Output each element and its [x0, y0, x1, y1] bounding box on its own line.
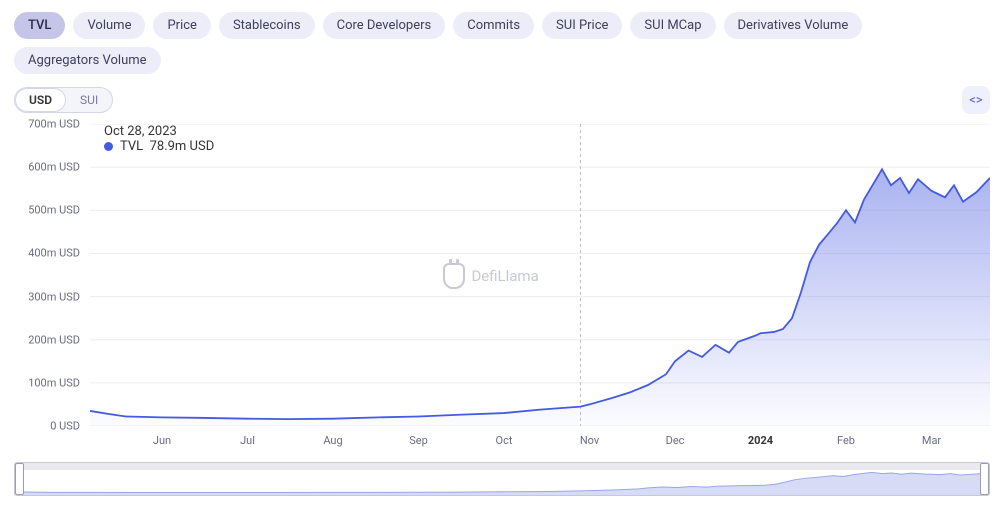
tab-price[interactable]: Price	[153, 12, 210, 39]
tab-core-developers[interactable]: Core Developers	[323, 12, 446, 39]
y-tick: 400m USD	[28, 247, 80, 260]
x-tick: Feb	[837, 434, 855, 447]
x-tick: Dec	[666, 434, 685, 447]
currency-toggle: USDSUI	[14, 87, 113, 113]
y-tick: 0 USD	[50, 420, 80, 433]
x-tick: Mar	[922, 434, 941, 447]
tab-volume[interactable]: Volume	[73, 12, 145, 39]
minimap-handle-left[interactable]	[15, 463, 24, 495]
minimap-handle-right[interactable]	[980, 463, 989, 495]
y-tick: 700m USD	[28, 118, 80, 131]
tab-aggregators-volume[interactable]: Aggregators Volume	[14, 47, 161, 74]
tab-tvl[interactable]: TVL	[14, 12, 65, 39]
x-axis: Jun Jul Aug Sep Oct Nov Dec 2024 Feb Mar	[90, 432, 990, 454]
x-tick: Oct	[496, 434, 513, 447]
currency-sui[interactable]: SUI	[66, 88, 112, 112]
x-tick: Aug	[323, 434, 342, 447]
controls-row: USDSUI <>	[14, 86, 990, 114]
y-axis: 0 USD100m USD200m USD300m USD400m USD500…	[14, 124, 86, 426]
chart-area: Oct 28, 2023 TVL 78.9m USD DefiLlama 0 U…	[14, 124, 990, 454]
tab-commits[interactable]: Commits	[453, 12, 534, 39]
expand-button[interactable]: <>	[962, 86, 990, 114]
metric-tabs: TVL Volume Price Stablecoins Core Developers…	[14, 12, 990, 74]
y-tick: 600m USD	[28, 161, 80, 174]
expand-icon: <>	[969, 93, 982, 108]
x-tick: Jul	[240, 434, 255, 447]
currency-usd[interactable]: USD	[15, 88, 66, 112]
x-tick: Sep	[409, 434, 428, 447]
y-tick: 500m USD	[28, 204, 80, 217]
x-tick: Nov	[580, 434, 599, 447]
y-tick: 100m USD	[28, 376, 80, 389]
minimap[interactable]	[14, 462, 990, 496]
tab-sui-mcap[interactable]: SUI MCap	[630, 12, 715, 39]
y-tick: 300m USD	[28, 290, 80, 303]
x-tick: 2024	[748, 434, 773, 447]
plot-region[interactable]	[90, 124, 990, 426]
y-tick: 200m USD	[28, 333, 80, 346]
tab-sui-price[interactable]: SUI Price	[542, 12, 622, 39]
tab-derivatives-volume[interactable]: Derivatives Volume	[724, 12, 863, 39]
x-tick: Jun	[153, 434, 171, 447]
tab-stablecoins[interactable]: Stablecoins	[219, 12, 315, 39]
